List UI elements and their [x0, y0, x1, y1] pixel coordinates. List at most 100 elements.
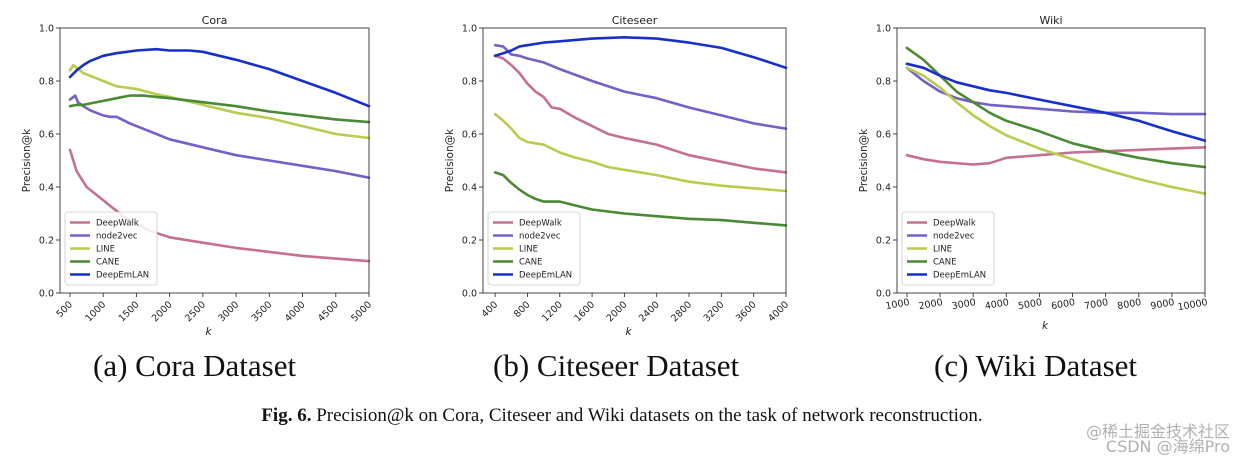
legend-label: LINE	[96, 245, 115, 255]
subcaption-cora: (a) Cora Dataset	[93, 348, 297, 383]
chart-cora: Cora 0.0 0.2 0.4 0.6 0.8 1.0 500 1000 1500 2000 250…	[21, 14, 374, 338]
series-line-cane	[68, 94, 371, 124]
series-line-line	[905, 66, 1207, 195]
figure-caption-text: Precision@k on Cora, Citeseer and Wiki d…	[316, 405, 983, 426]
legend-label: DeepWalk	[519, 219, 562, 229]
y-tick-label: 0.4	[876, 183, 891, 194]
x-tick-label: 3500	[250, 299, 275, 324]
y-tick-label: 0.6	[39, 130, 54, 141]
series-line-deepwalk	[905, 146, 1207, 166]
legend-label: node2vec	[933, 232, 975, 242]
x-tick-label: 3000	[951, 297, 977, 312]
x-tick-label: 4000	[984, 297, 1010, 312]
x-tick-label: 500	[54, 299, 75, 320]
x-tick-label: 2500	[183, 299, 208, 324]
figure-caption: Fig. 6. Precision@k on Cora, Citeseer an…	[0, 405, 1244, 427]
legend-label: node2vec	[519, 232, 561, 242]
watermark-line-1: @稀土掘金技术社区	[1085, 422, 1230, 441]
legend-label: DeepWalk	[96, 219, 139, 229]
y-tick-label: 0.2	[462, 236, 477, 247]
legend: DeepWalk node2vec LINE CANE DeepEmLAN	[64, 211, 158, 286]
x-tick-label: 1500	[117, 299, 142, 324]
y-tick-label: 0.2	[39, 236, 54, 247]
legend-label: DeepEmLAN	[96, 271, 149, 281]
legend-box	[64, 211, 158, 286]
x-tick-label: 1600	[572, 299, 597, 324]
y-tick-label: 0.0	[39, 289, 54, 300]
y-tick-label: 0.2	[876, 236, 891, 247]
legend-box	[487, 211, 581, 286]
series-line-line	[68, 63, 371, 140]
x-axis-label: k	[1042, 320, 1049, 332]
y-tick-label: 0.8	[39, 77, 54, 88]
y-tick-label: 0.4	[462, 183, 477, 194]
legend-box	[901, 211, 995, 286]
x-tick-label: 2400	[637, 299, 662, 324]
x-tick-label: 6000	[1050, 297, 1076, 312]
plot-frame	[482, 27, 787, 294]
x-tick-label: 5000	[1017, 297, 1043, 312]
chart-title: Wiki	[1039, 14, 1062, 27]
x-tick-label: 7000	[1083, 297, 1109, 312]
y-tick-label: 0.0	[876, 289, 891, 300]
legend-label: CANE	[519, 258, 542, 268]
y-tick-label: 1.0	[39, 24, 54, 35]
chart-citeseer: Citeseer 0.0 0.2 0.4 0.6 0.8 1.0 400 800 1200 1600…	[444, 14, 791, 338]
y-axis-label: Precision@k	[858, 128, 870, 192]
x-tick-label: 3000	[216, 299, 241, 324]
x-tick-label: 1000	[885, 297, 911, 312]
series-line-node2vec	[905, 66, 1207, 116]
y-axis-label: Precision@k	[21, 128, 33, 192]
plot-frame	[59, 27, 370, 294]
series-line-line	[493, 112, 788, 193]
chart-title: Cora	[202, 14, 228, 27]
y-tick-label: 0.6	[462, 130, 477, 141]
x-tick-label: 400	[480, 299, 501, 320]
y-tick-label: 0.8	[876, 77, 891, 88]
series-line-deepemlan	[68, 47, 371, 108]
legend-label: DeepWalk	[933, 219, 976, 229]
y-tick-label: 0.4	[39, 183, 54, 194]
y-tick-label: 0.6	[876, 130, 891, 141]
legend-label: node2vec	[96, 232, 138, 242]
x-tick-label: 4500	[316, 299, 341, 324]
series-line-deepwalk	[493, 54, 788, 174]
x-tick-label: 8000	[1117, 297, 1143, 312]
x-tick-label: 3600	[734, 299, 759, 324]
legend-label: CANE	[96, 258, 119, 268]
subcaption-wiki: (c) Wiki Dataset	[934, 348, 1138, 383]
x-axis-label: k	[625, 326, 632, 338]
legend-label: DeepEmLAN	[933, 271, 986, 281]
legend: DeepWalk node2vec LINE CANE DeepEmLAN	[901, 211, 995, 286]
x-tick-label: 800	[512, 299, 533, 320]
plot-frame	[896, 27, 1206, 294]
y-tick-label: 1.0	[876, 24, 891, 35]
chart-title: Citeseer	[612, 14, 658, 27]
x-tick-label: 4000	[283, 299, 308, 324]
legend-label: LINE	[933, 245, 952, 255]
x-tick-label: 2800	[669, 299, 694, 324]
x-tick-label: 9000	[1150, 297, 1176, 312]
series-line-node2vec	[493, 43, 788, 130]
series-line-cane	[493, 171, 788, 227]
y-tick-label: 0.8	[462, 77, 477, 88]
x-tick-label: 2000	[918, 297, 944, 312]
x-tick-label: 4000	[766, 299, 791, 324]
legend-label: CANE	[933, 258, 956, 268]
figure-caption-label: Fig. 6.	[261, 405, 312, 426]
x-axis-label: k	[205, 326, 212, 338]
x-tick-label: 2000	[150, 299, 175, 324]
x-tick-label: 1200	[540, 299, 565, 324]
series-line-deepemlan	[905, 62, 1207, 142]
series-line-deepwalk	[68, 148, 371, 263]
watermark-line-2: CSDN @海绵Pro	[1105, 437, 1230, 456]
series-line-deepemlan	[493, 36, 788, 70]
legend-label: DeepEmLAN	[519, 271, 572, 281]
y-tick-label: 1.0	[462, 24, 477, 35]
x-tick-label: 3200	[702, 299, 727, 324]
x-tick-label: 1000	[83, 299, 108, 324]
watermark: @稀土掘金技术社区 CSDN @海绵Pro	[1085, 422, 1230, 456]
y-axis-label: Precision@k	[444, 128, 456, 192]
subcaption-citeseer: (b) Citeseer Dataset	[493, 348, 740, 383]
legend: DeepWalk node2vec LINE CANE DeepEmLAN	[487, 211, 581, 286]
